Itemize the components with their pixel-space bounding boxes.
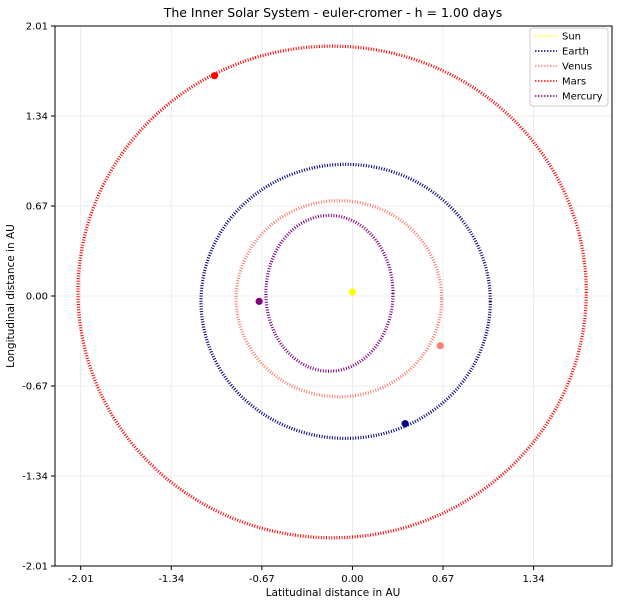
x-axis-label: Latitudinal distance in AU: [266, 587, 401, 599]
y-tick-label: 0.00: [26, 292, 48, 303]
x-tick-label: 0.00: [341, 574, 363, 585]
earth-position-marker: [402, 420, 409, 427]
sun-position-marker: [349, 288, 356, 295]
x-tick-label: -2.01: [68, 574, 94, 585]
y-tick-label: -0.67: [22, 382, 48, 393]
legend-label-mars: Mars: [562, 77, 586, 88]
venus-position-marker: [437, 342, 444, 349]
chart-title: The Inner Solar System - euler-cromer - …: [163, 5, 503, 20]
legend-label-venus: Venus: [562, 62, 592, 73]
mercury-position-marker: [256, 298, 263, 305]
y-tick-label: 2.01: [26, 22, 48, 33]
legend-label-sun: Sun: [562, 32, 581, 43]
y-tick-label: 0.67: [26, 202, 48, 213]
x-tick-label: -1.34: [158, 574, 184, 585]
y-tick-label: 1.34: [26, 112, 48, 123]
legend-label-earth: Earth: [562, 47, 589, 58]
y-tick-label: -1.34: [22, 472, 48, 483]
x-tick-label: 0.67: [432, 574, 454, 585]
x-tick-label: -0.67: [249, 574, 275, 585]
legend: Sun Earth Venus Mars Mercury: [530, 28, 608, 106]
mars-position-marker: [211, 72, 218, 79]
y-axis-label: Longitudinal distance in AU: [5, 224, 17, 368]
y-tick-label: -2.01: [22, 562, 48, 573]
legend-label-mercury: Mercury: [562, 92, 603, 103]
x-tick-label: 1.34: [522, 574, 544, 585]
